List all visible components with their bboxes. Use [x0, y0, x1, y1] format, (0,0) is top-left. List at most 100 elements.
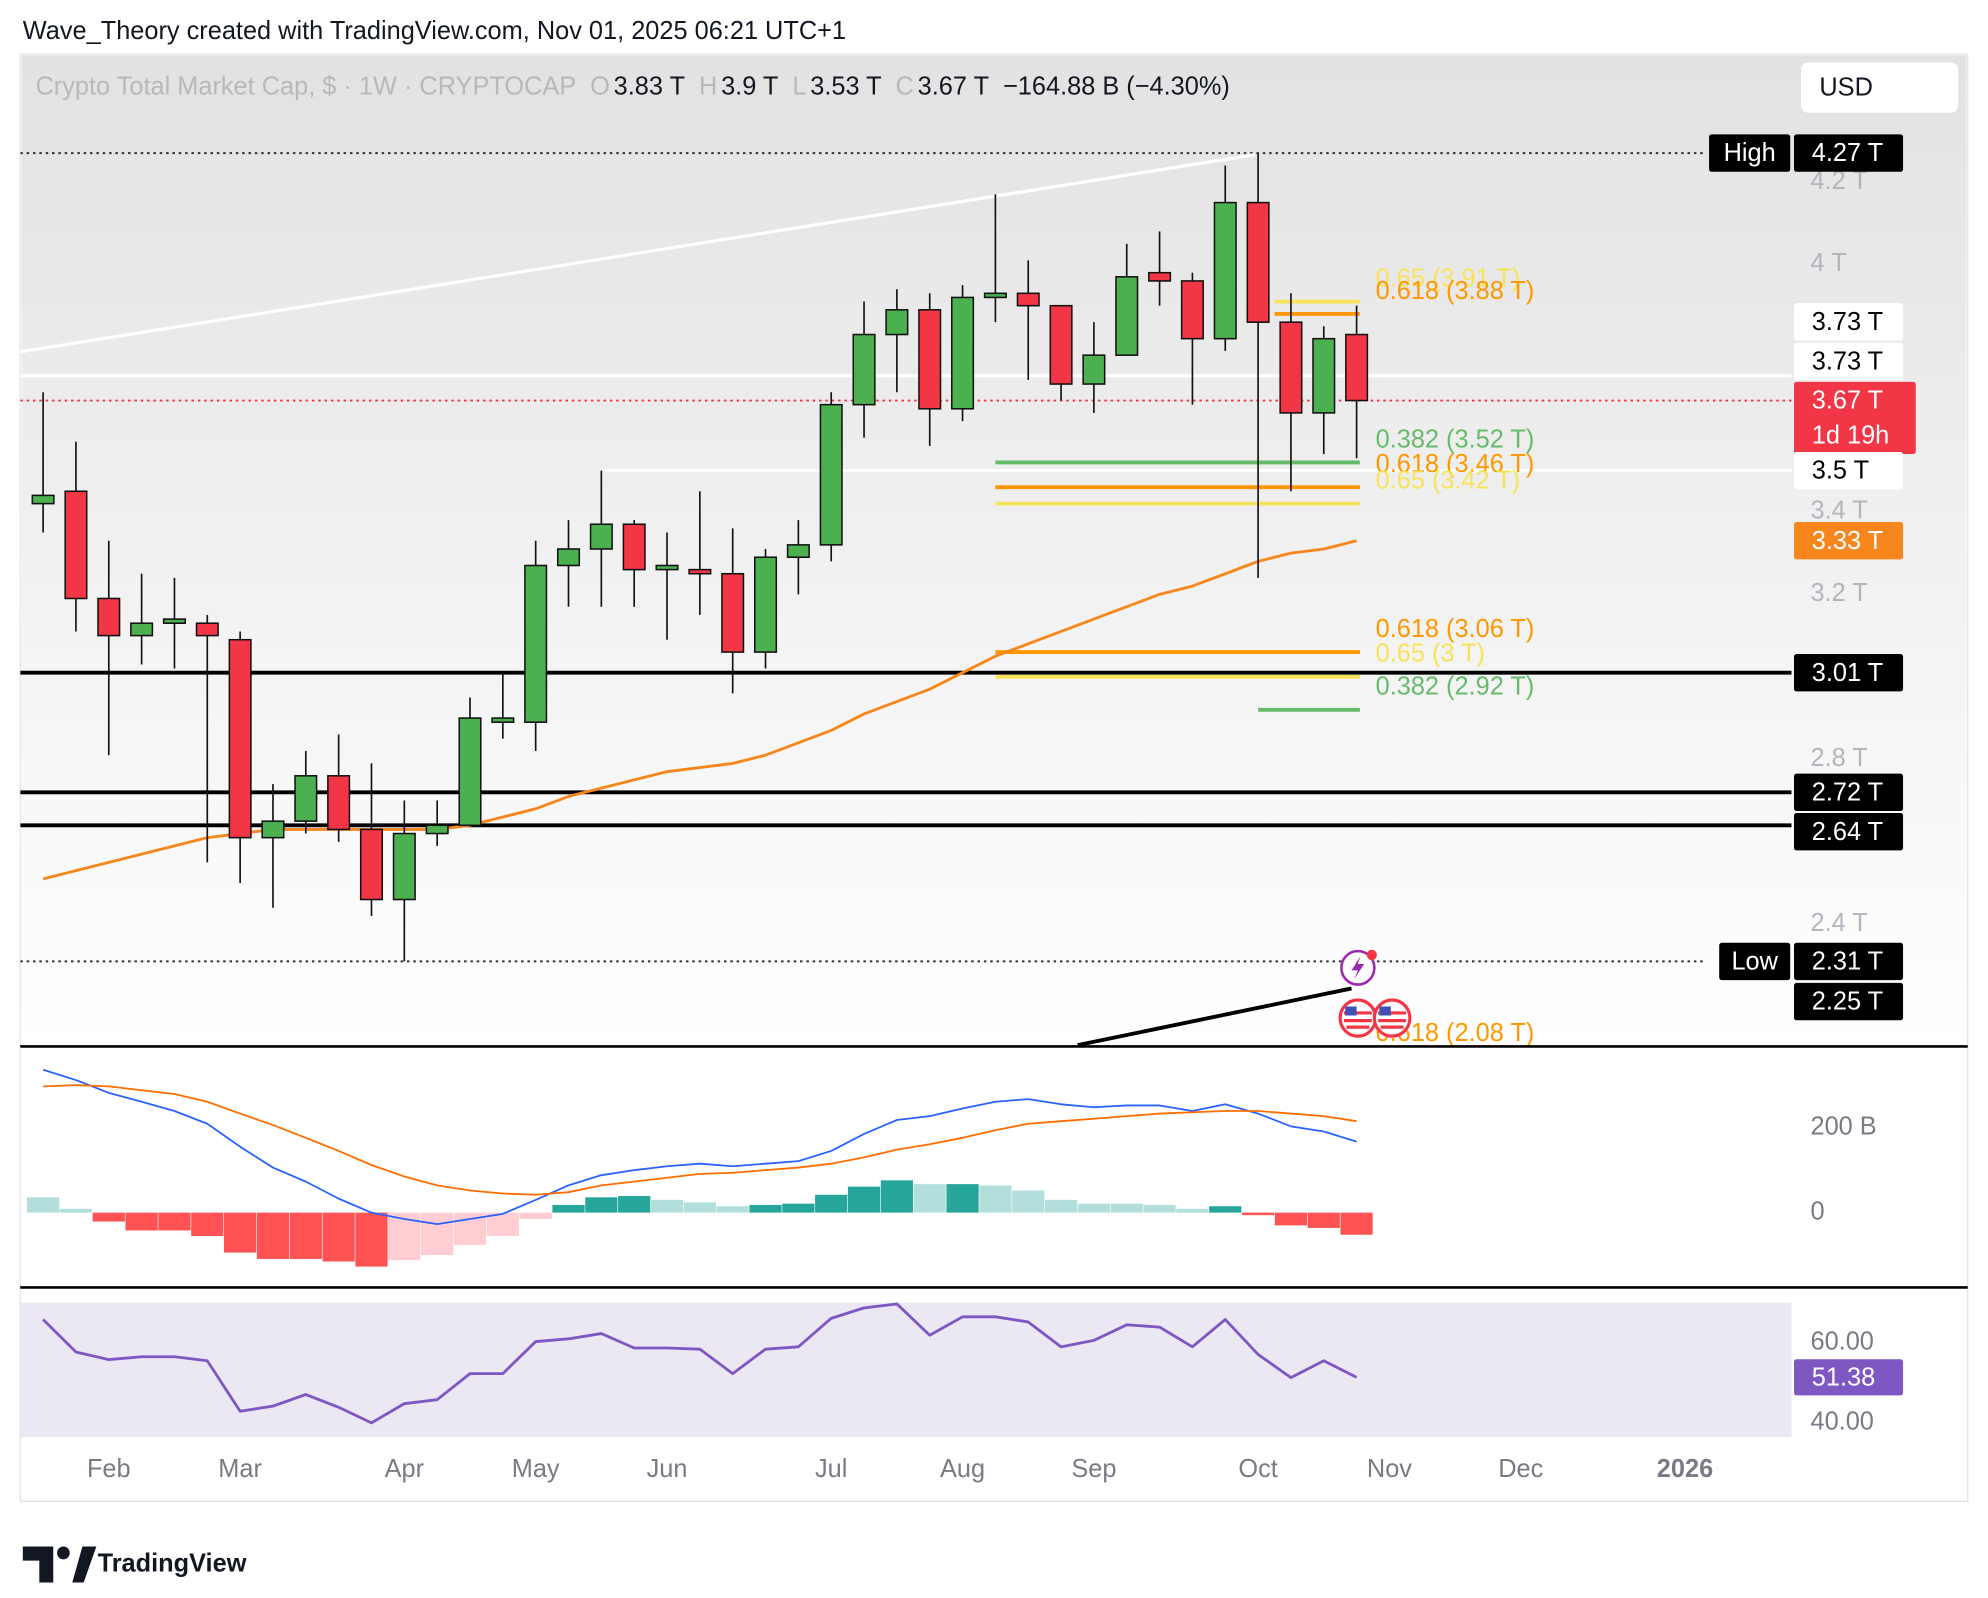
- histogram-bar: [618, 1196, 651, 1213]
- candle-body: [556, 548, 581, 567]
- histogram-bar: [92, 1212, 125, 1222]
- legend-text: Crypto Total Market Cap, $ · 1W · CRYPTO…: [36, 72, 1230, 100]
- candle-body: [983, 292, 1007, 299]
- candle-body: [425, 824, 449, 835]
- fib-labels: 0.65 (3.91 T)0.618 (3.88 T) 0.382 (3.52 T…: [1376, 264, 1535, 1047]
- candle-body: [195, 622, 219, 637]
- price-label: 2.64 T: [1812, 818, 1884, 846]
- price-label: 3.73 T: [1812, 348, 1884, 376]
- price-label: 3.73 T: [1812, 308, 1884, 336]
- y-tick-label: 4 T: [1811, 249, 1848, 277]
- rsi-band: [20, 1302, 1792, 1437]
- main-pane-background: [21, 55, 1967, 1044]
- histogram-bar: [650, 1199, 684, 1213]
- price-tag-box: [1719, 942, 1791, 981]
- candle-body: [1180, 280, 1204, 340]
- candle-body: [721, 572, 745, 653]
- histogram-bar: [421, 1212, 454, 1256]
- us-event-icon[interactable]: [1338, 998, 1378, 1038]
- histogram-bar: [585, 1197, 618, 1213]
- x-tick-label: May: [512, 1455, 560, 1483]
- histogram-bar: [847, 1186, 881, 1213]
- us-event-icon[interactable]: [1372, 998, 1412, 1038]
- candle-body: [130, 622, 154, 637]
- price-pane: [31, 153, 1369, 962]
- histogram-bar: [716, 1206, 749, 1213]
- candle-body: [491, 717, 515, 723]
- x-tick-label: Mar: [218, 1455, 262, 1483]
- fib-label: 0.65 (3 T): [1376, 640, 1485, 668]
- price-axis: 4.2 T4 T3.4 T3.2 T2.8 T2.4 T4.27 THigh3.…: [1709, 134, 1916, 1021]
- logo-dot: [57, 1546, 70, 1560]
- legend-value: 3.83 T: [614, 72, 686, 100]
- histogram-bar: [158, 1212, 191, 1231]
- candle-body: [97, 597, 121, 637]
- macd-line: [43, 1084, 1357, 1196]
- histogram-bar: [815, 1194, 848, 1213]
- price-label: 2.25 T: [1812, 988, 1884, 1016]
- price-label: 3.67 T: [1812, 386, 1884, 414]
- price-label-box: [1794, 813, 1904, 851]
- histogram-bar: [979, 1185, 1012, 1213]
- candle-body: [162, 618, 186, 624]
- legend-key: L: [792, 72, 806, 100]
- histogram-bar: [1012, 1190, 1045, 1213]
- attribution: Wave_Theory created with TradingView.com…: [23, 17, 846, 45]
- fib-label: 0.65 (3.42 T): [1376, 466, 1521, 494]
- candle-body: [589, 523, 613, 550]
- price-tag: Low: [1731, 947, 1778, 975]
- histogram-bar: [519, 1212, 552, 1219]
- candle-body: [458, 717, 482, 827]
- x-tick-label: Apr: [385, 1455, 425, 1483]
- candle-body: [1016, 292, 1040, 307]
- trendline: [20, 153, 1256, 354]
- candle-body: [1049, 304, 1073, 385]
- fib-label: 0.618 (3.06 T): [1376, 615, 1535, 643]
- fib-label: 0.618 (3.88 T): [1376, 277, 1535, 305]
- legend-key: C: [896, 72, 914, 100]
- price-label-box: [1794, 342, 1904, 381]
- x-tick-label: Sep: [1071, 1455, 1116, 1483]
- fib-label: 0.65 (3.91 T): [1376, 264, 1521, 292]
- histogram-bar: [782, 1203, 815, 1213]
- rsi-value-box: [1794, 1359, 1904, 1396]
- histogram-bar: [125, 1212, 158, 1231]
- histogram-bar: [946, 1184, 979, 1213]
- macd-pane: 200 B 0: [27, 1068, 1877, 1267]
- alert-dot: [1366, 949, 1377, 961]
- legend-key: H: [699, 72, 717, 100]
- candle-body: [524, 564, 548, 723]
- histogram-bar: [880, 1180, 913, 1213]
- currency-button[interactable]: [1799, 61, 1960, 115]
- histogram-bar: [1209, 1206, 1242, 1213]
- x-tick-label: Aug: [940, 1455, 985, 1483]
- candle-body: [64, 490, 88, 600]
- candle-body: [1115, 276, 1139, 356]
- price-label: 4.27 T: [1812, 139, 1884, 167]
- x-tick-label: Dec: [1498, 1455, 1543, 1483]
- price-label-box: [1794, 522, 1904, 560]
- fib-label: 0.618 (3.46 T): [1376, 450, 1535, 478]
- candle-body: [819, 403, 843, 546]
- brand-logo: [22, 1546, 97, 1583]
- time-axis: Feb Mar Apr May Jun Jul Aug Sep Oct Nov Dec 2026: [87, 1455, 1713, 1483]
- legend-value: 3.9 T: [721, 72, 779, 100]
- legend-change: −164.88 B (−4.30%): [1003, 72, 1230, 100]
- price-label-box: [1794, 451, 1904, 490]
- histogram-bar: [1077, 1203, 1111, 1213]
- histogram-bar: [1176, 1208, 1209, 1213]
- price-label: 3.01 T: [1812, 659, 1884, 687]
- y-tick-label: 2.4 T: [1811, 909, 1869, 937]
- histogram-bar: [683, 1202, 716, 1213]
- y-tick-label: 3.4 T: [1811, 497, 1869, 525]
- brand-name: TradingView: [98, 1549, 247, 1577]
- y-tick-label: 3.2 T: [1811, 579, 1869, 607]
- candle-body: [1312, 337, 1336, 414]
- y-tick-label: 200 B: [1811, 1112, 1877, 1140]
- histogram-bar: [1044, 1199, 1078, 1213]
- candle-body: [228, 638, 252, 839]
- price-label-box: [1794, 982, 1904, 1021]
- histogram-bar: [1110, 1203, 1143, 1213]
- histogram-bar: [913, 1184, 946, 1213]
- candle-body: [655, 564, 679, 571]
